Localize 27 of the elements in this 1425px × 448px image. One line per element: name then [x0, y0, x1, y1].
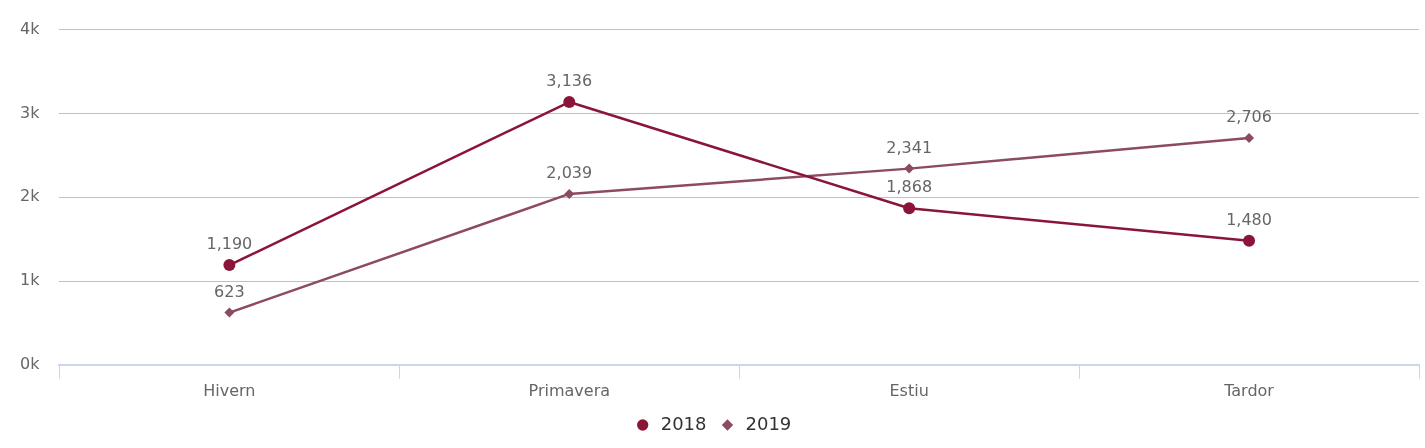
point	[564, 188, 575, 199]
data-label: 1,480	[1226, 209, 1272, 229]
data-label: 1,868	[886, 177, 933, 197]
x-tick-label: Tardor	[1223, 380, 1275, 400]
x-tick-label: Primavera	[528, 380, 611, 400]
legend-label: 2019	[745, 412, 792, 434]
point	[224, 307, 235, 318]
point	[563, 96, 576, 108]
data-label: 2,706	[1226, 107, 1272, 127]
point	[904, 163, 915, 174]
data-label: 1,190	[206, 234, 253, 254]
x-tick-label: Estiu	[889, 380, 929, 400]
data-label: 623	[214, 281, 245, 301]
data-label: 2,039	[546, 163, 593, 183]
legend-label: 2018	[660, 412, 707, 434]
point	[1244, 133, 1255, 144]
data-label: 2,341	[886, 137, 933, 157]
y-tick-label: 1k	[19, 270, 41, 290]
y-tick-label: 2k	[19, 186, 41, 206]
data-label: 3,136	[546, 71, 593, 91]
y-tick-label: 4k	[19, 18, 41, 38]
point	[223, 259, 236, 272]
point	[1243, 234, 1256, 247]
point	[903, 202, 916, 215]
y-tick-label: 3k	[19, 102, 41, 122]
y-tick-label: 0k	[19, 353, 41, 373]
x-tick-label: Hivern	[203, 380, 256, 400]
